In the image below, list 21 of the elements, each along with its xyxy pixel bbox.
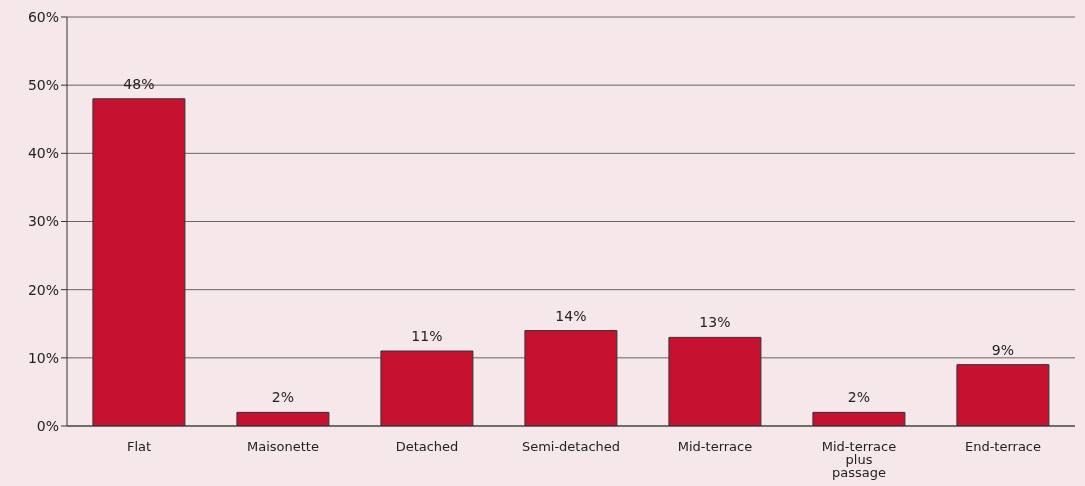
data-label: 48% — [123, 75, 155, 92]
y-tick-label: 60% — [27, 8, 59, 25]
x-tick-label: End-terrace — [964, 439, 1042, 455]
data-label: 14% — [555, 307, 587, 324]
x-tick-label: Flat — [126, 439, 152, 455]
data-label: 11% — [411, 328, 443, 345]
data-label: 9% — [991, 341, 1015, 358]
y-tick-label: 0% — [36, 417, 59, 434]
y-tick-label: 50% — [27, 77, 59, 94]
y-tick-label: 10% — [27, 349, 59, 366]
x-tick-label: Semi-detached — [521, 439, 621, 455]
x-tick-label: Mid-terrace plus passage — [821, 439, 897, 481]
y-tick-label: 30% — [27, 213, 59, 230]
x-tick-label: Maisonette — [247, 439, 319, 455]
y-tick-label: 40% — [27, 145, 59, 162]
x-tick-label: Mid-terrace — [677, 439, 753, 455]
data-label: 2% — [271, 389, 295, 406]
data-label: 13% — [699, 314, 731, 331]
x-tick-label: Detached — [395, 439, 459, 455]
y-tick-label: 20% — [27, 281, 59, 298]
data-label: 2% — [847, 389, 871, 406]
